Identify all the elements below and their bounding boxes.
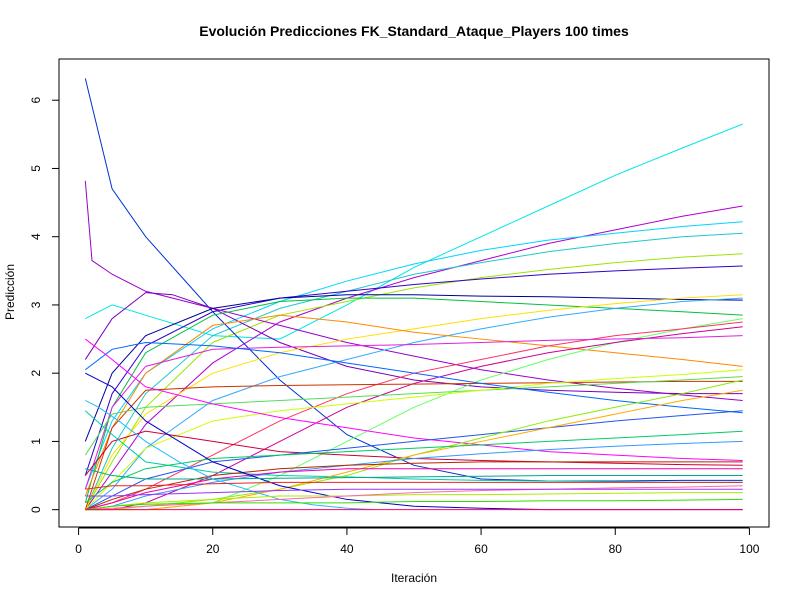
y-tick-label: 2: [29, 370, 43, 377]
x-tick-label: 40: [340, 542, 354, 556]
y-tick-label: 0: [29, 506, 43, 513]
series-line-8: [84, 180, 743, 401]
series-line-38: [85, 498, 743, 511]
x-axis: 0 20 40 60 80 100: [75, 527, 760, 556]
series-line-29: [84, 430, 743, 504]
series-line-34: [85, 400, 374, 511]
x-tick-label: 0: [75, 542, 82, 556]
series-line-16: [85, 321, 743, 511]
series-line-21: [84, 369, 743, 511]
series-line-31: [85, 468, 743, 511]
series-line-40: [85, 468, 743, 480]
x-tick-label: 60: [474, 542, 488, 556]
series-line-22: [84, 341, 743, 414]
series-line-12: [84, 294, 743, 510]
series-line-41: [85, 488, 743, 497]
series-line-32: [85, 461, 743, 511]
series-line-35: [85, 492, 743, 511]
y-tick-label: 5: [29, 165, 43, 172]
y-tick-label: 6: [29, 97, 43, 104]
plot-area-border: [58, 58, 770, 528]
series-line-24: [84, 430, 743, 476]
series-line-11: [84, 294, 743, 442]
y-axis: 0 1 2 3 4 5 6: [29, 97, 60, 513]
x-tick-label: 100: [739, 542, 759, 556]
series-line-13: [84, 297, 743, 511]
series-line-37: [85, 481, 743, 490]
y-tick-label: 1: [29, 438, 43, 445]
series-line-19: [84, 380, 743, 510]
y-axis-label: Predicción: [3, 264, 17, 320]
series-line-18: [84, 335, 743, 490]
x-tick-label: 20: [206, 542, 220, 556]
series-line-23: [84, 338, 743, 462]
series-line-25: [84, 410, 743, 483]
series-line-26: [85, 410, 743, 511]
series-line-28: [85, 389, 743, 511]
series-line-30: [85, 440, 743, 511]
series-line-4: [84, 232, 743, 510]
series-line-10: [84, 297, 743, 503]
x-axis-label: Iteración: [391, 571, 437, 585]
chart-title: Evolución Predicciones FK_Standard_Ataqu…: [199, 23, 629, 39]
series-line-6: [84, 265, 743, 476]
x-tick-label: 80: [609, 542, 623, 556]
series-line-20: [84, 376, 743, 456]
series-line-1: [85, 123, 743, 340]
series-line-36: [85, 485, 743, 511]
y-tick-label: 3: [29, 301, 43, 308]
series-line-9: [84, 292, 743, 395]
series-group: [84, 78, 743, 511]
y-tick-label: 4: [29, 233, 43, 240]
series-line-3: [84, 221, 743, 490]
